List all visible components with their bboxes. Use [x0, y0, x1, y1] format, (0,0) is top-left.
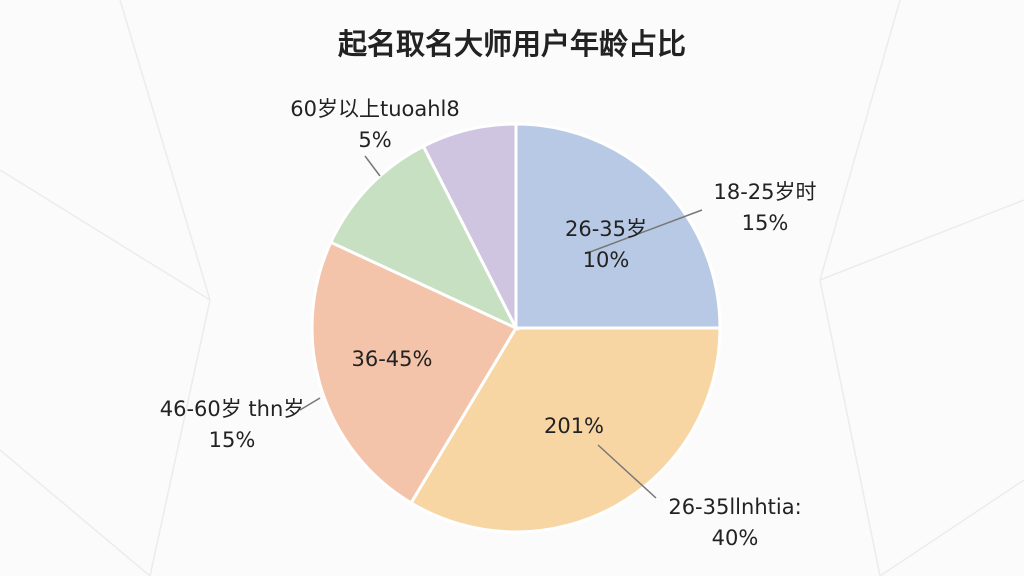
- chart-title: 起名取名大师用户年龄占比: [338, 27, 686, 61]
- annotation-label: 201%: [544, 414, 604, 438]
- pie-slice: [310, 240, 519, 505]
- annotation-label: 15%: [209, 428, 256, 452]
- pie-slice: [408, 326, 722, 534]
- annotation-label: 15%: [742, 211, 789, 235]
- annotation-label: 26-35llnhtia:: [668, 495, 801, 519]
- annotation-label: 46-60岁 thn岁: [160, 397, 305, 421]
- pie-slice: [514, 122, 722, 330]
- pie-slice: [421, 122, 518, 329]
- annotation-label: 40%: [712, 526, 759, 550]
- annotation-label: 5%: [358, 128, 391, 152]
- leader-line: [597, 444, 657, 499]
- pie: [310, 122, 722, 534]
- leader-line: [589, 209, 703, 253]
- leader-line: [299, 397, 321, 411]
- annotation-label: 10%: [583, 248, 630, 272]
- annotation-label: 18-25岁时: [713, 180, 816, 204]
- pie-slice: [328, 144, 520, 332]
- leader-line: [364, 155, 381, 177]
- annotations: 60岁以上tuoahl8 5% 18-25岁时 15% 26-35岁 10% 36-45% 2…: [160, 97, 817, 550]
- annotation-label: 36-45%: [352, 347, 433, 371]
- annotation-label: 26-35岁: [565, 217, 647, 241]
- annotation-label: 60岁以上tuoahl8: [290, 97, 460, 121]
